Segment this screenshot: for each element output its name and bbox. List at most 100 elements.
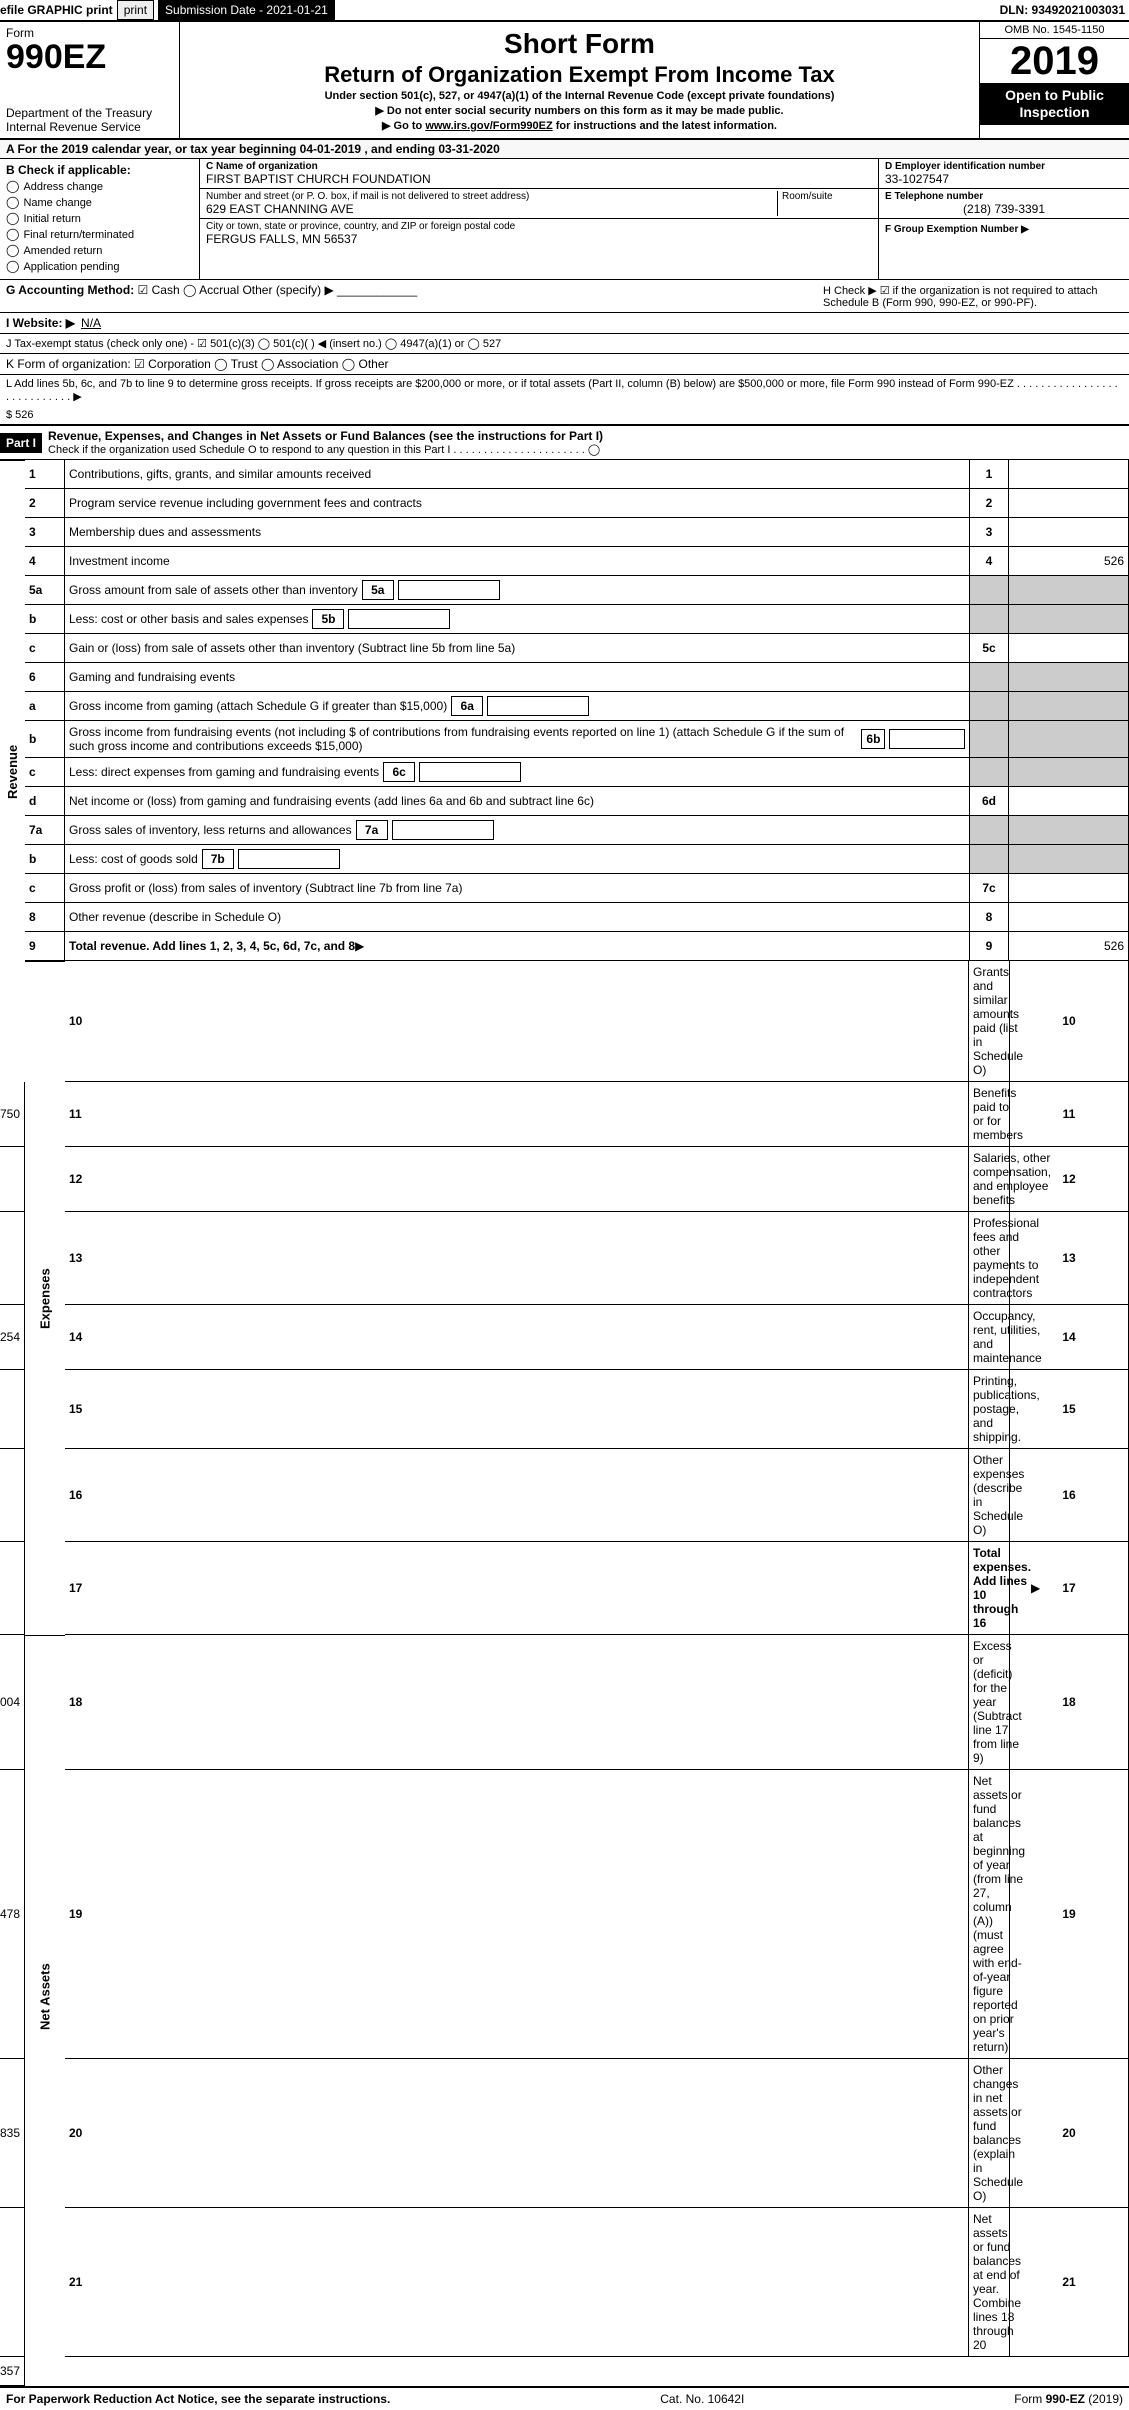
ln7b-box: [969, 845, 1009, 874]
form-number: 990EZ: [6, 40, 173, 74]
footer-mid: Cat. No. 10642I: [660, 2392, 744, 2406]
netassets-label: Net Assets: [25, 1635, 65, 2357]
row-h: H Check ▶ ☑ if the organization is not r…: [823, 284, 1123, 309]
title-short-form: Short Form: [190, 28, 969, 60]
irs-link[interactable]: www.irs.gov/Form990EZ: [425, 120, 552, 132]
street-label: Number and street (or P. O. box, if mail…: [206, 191, 769, 202]
ln6b-desc: Gross income from fundraising events (no…: [65, 721, 969, 758]
ln6d-desc: Net income or (loss) from gaming and fun…: [65, 787, 969, 816]
check-address[interactable]: ◯Address change: [6, 179, 193, 193]
ln3-num: 3: [25, 518, 65, 547]
ln4-val: 526: [1009, 547, 1129, 576]
arrow-icon: ▶: [355, 939, 364, 953]
check-initial[interactable]: ◯Initial return: [6, 211, 193, 225]
ln7c-num: c: [25, 874, 65, 903]
ln5a-val: [1009, 576, 1129, 605]
ln7a-num: 7a: [25, 816, 65, 845]
row-l-text: L Add lines 5b, 6c, and 7b to line 9 to …: [6, 378, 1123, 403]
goto-text-2: for instructions and the latest informat…: [556, 120, 777, 132]
ln6a-num: a: [25, 692, 65, 721]
check-pending[interactable]: ◯Application pending: [6, 259, 193, 273]
ln15-box: 15: [1009, 1370, 1129, 1449]
g-accrual[interactable]: ◯ Accrual: [183, 283, 239, 297]
ln7a-desc: Gross sales of inventory, less returns a…: [65, 816, 969, 845]
ln5a-box: [969, 576, 1009, 605]
ln8-num: 8: [25, 903, 65, 932]
ln6c-val: [1009, 758, 1129, 787]
ln7b-val: [1009, 845, 1129, 874]
ln19-desc: Net assets or fund balances at beginning…: [969, 1770, 1009, 2059]
ln6d-val: [1009, 787, 1129, 816]
mini-6b: 6b: [861, 729, 885, 749]
note-link: ▶ Go to www.irs.gov/Form990EZ for instru…: [190, 119, 969, 132]
ln6b-box: [969, 721, 1009, 758]
ln7c-box: 7c: [969, 874, 1009, 903]
ln17-desc: Total expenses. Add lines 10 through 16 …: [969, 1542, 1009, 1635]
ln18-num: 18: [65, 1635, 969, 1770]
irs-label: Internal Revenue Service: [6, 120, 173, 134]
mini-7b-val: [238, 849, 340, 869]
ln17-num: 17: [65, 1542, 969, 1635]
ln5c-desc: Gain or (loss) from sale of assets other…: [65, 634, 969, 663]
ln7a-box: [969, 816, 1009, 845]
ln6-val: [1009, 663, 1129, 692]
mini-6a-val: [487, 696, 589, 716]
website-value: N/A: [81, 316, 101, 330]
street-row: Number and street (or P. O. box, if mail…: [200, 189, 878, 219]
room-label: Room/suite: [782, 191, 872, 202]
row-j: J Tax-exempt status (check only one) - ☑…: [0, 334, 1129, 354]
ln21-num: 21: [65, 2208, 969, 2357]
tax-year: 2019: [980, 39, 1129, 83]
ln6-desc: Gaming and fundraising events: [65, 663, 969, 692]
ln13-box: 13: [1009, 1212, 1129, 1305]
ln12-val: [0, 1212, 25, 1305]
ln11-val: [0, 1147, 25, 1212]
ln9-desc: Total revenue. Add lines 1, 2, 3, 4, 5c,…: [65, 932, 969, 961]
goto-text: ▶ Go to: [382, 120, 425, 132]
city-row: City or town, state or province, country…: [200, 219, 878, 248]
check-name[interactable]: ◯Name change: [6, 195, 193, 209]
ln13-val: 254: [0, 1305, 25, 1370]
org-name-label: C Name of organization: [206, 161, 872, 172]
ln5c-box: 5c: [969, 634, 1009, 663]
print-button[interactable]: print: [117, 0, 154, 20]
ln21-val: 27,357: [0, 2357, 25, 2386]
g-other[interactable]: Other (specify) ▶ ____________: [242, 283, 417, 297]
ln6a-desc: Gross income from gaming (attach Schedul…: [65, 692, 969, 721]
page-footer: For Paperwork Reduction Act Notice, see …: [0, 2386, 1129, 2410]
ln7b-desc: Less: cost of goods sold 7b: [65, 845, 969, 874]
ln5b-desc: Less: cost or other basis and sales expe…: [65, 605, 969, 634]
part1-title: Revenue, Expenses, and Changes in Net As…: [42, 426, 1129, 459]
ln2-val: [1009, 489, 1129, 518]
expenses-label: Expenses: [25, 961, 65, 1635]
ln7b-num: b: [25, 845, 65, 874]
ln14-desc: Occupancy, rent, utilities, and maintena…: [969, 1305, 1009, 1370]
ln16-box: 16: [1009, 1449, 1129, 1542]
check-amended[interactable]: ◯Amended return: [6, 243, 193, 257]
part1-check: Check if the organization used Schedule …: [48, 443, 1123, 456]
g-cash[interactable]: ☑ Cash: [138, 283, 180, 297]
ln6b-val: [1009, 721, 1129, 758]
ln6c-box: [969, 758, 1009, 787]
check-final[interactable]: ◯Final return/terminated: [6, 227, 193, 241]
ln4-desc: Investment income: [65, 547, 969, 576]
box-b-label: B Check if applicable:: [6, 163, 193, 177]
ln11-num: 11: [65, 1082, 969, 1147]
ln6a-box: [969, 692, 1009, 721]
ln4-box: 4: [969, 547, 1009, 576]
box-d: D Employer identification number 33-1027…: [879, 159, 1129, 189]
ln6a-val: [1009, 692, 1129, 721]
ln1-num: 1: [25, 460, 65, 489]
ln10-desc: Grants and similar amounts paid (list in…: [969, 961, 1009, 1082]
ln17-box: 17: [1009, 1542, 1129, 1635]
ln16-val: [0, 1542, 25, 1635]
ln4-num: 4: [25, 547, 65, 576]
ln11-desc: Benefits paid to or for members: [969, 1082, 1009, 1147]
top-bar: efile GRAPHIC print print Submission Dat…: [0, 0, 1129, 22]
phone-label: E Telephone number: [885, 191, 1123, 202]
ln19-val: 30,835: [0, 2059, 25, 2208]
dln-number: DLN: 93492021003031: [996, 1, 1129, 19]
ln6c-num: c: [25, 758, 65, 787]
ln12-num: 12: [65, 1147, 969, 1212]
ln14-val: [0, 1370, 25, 1449]
